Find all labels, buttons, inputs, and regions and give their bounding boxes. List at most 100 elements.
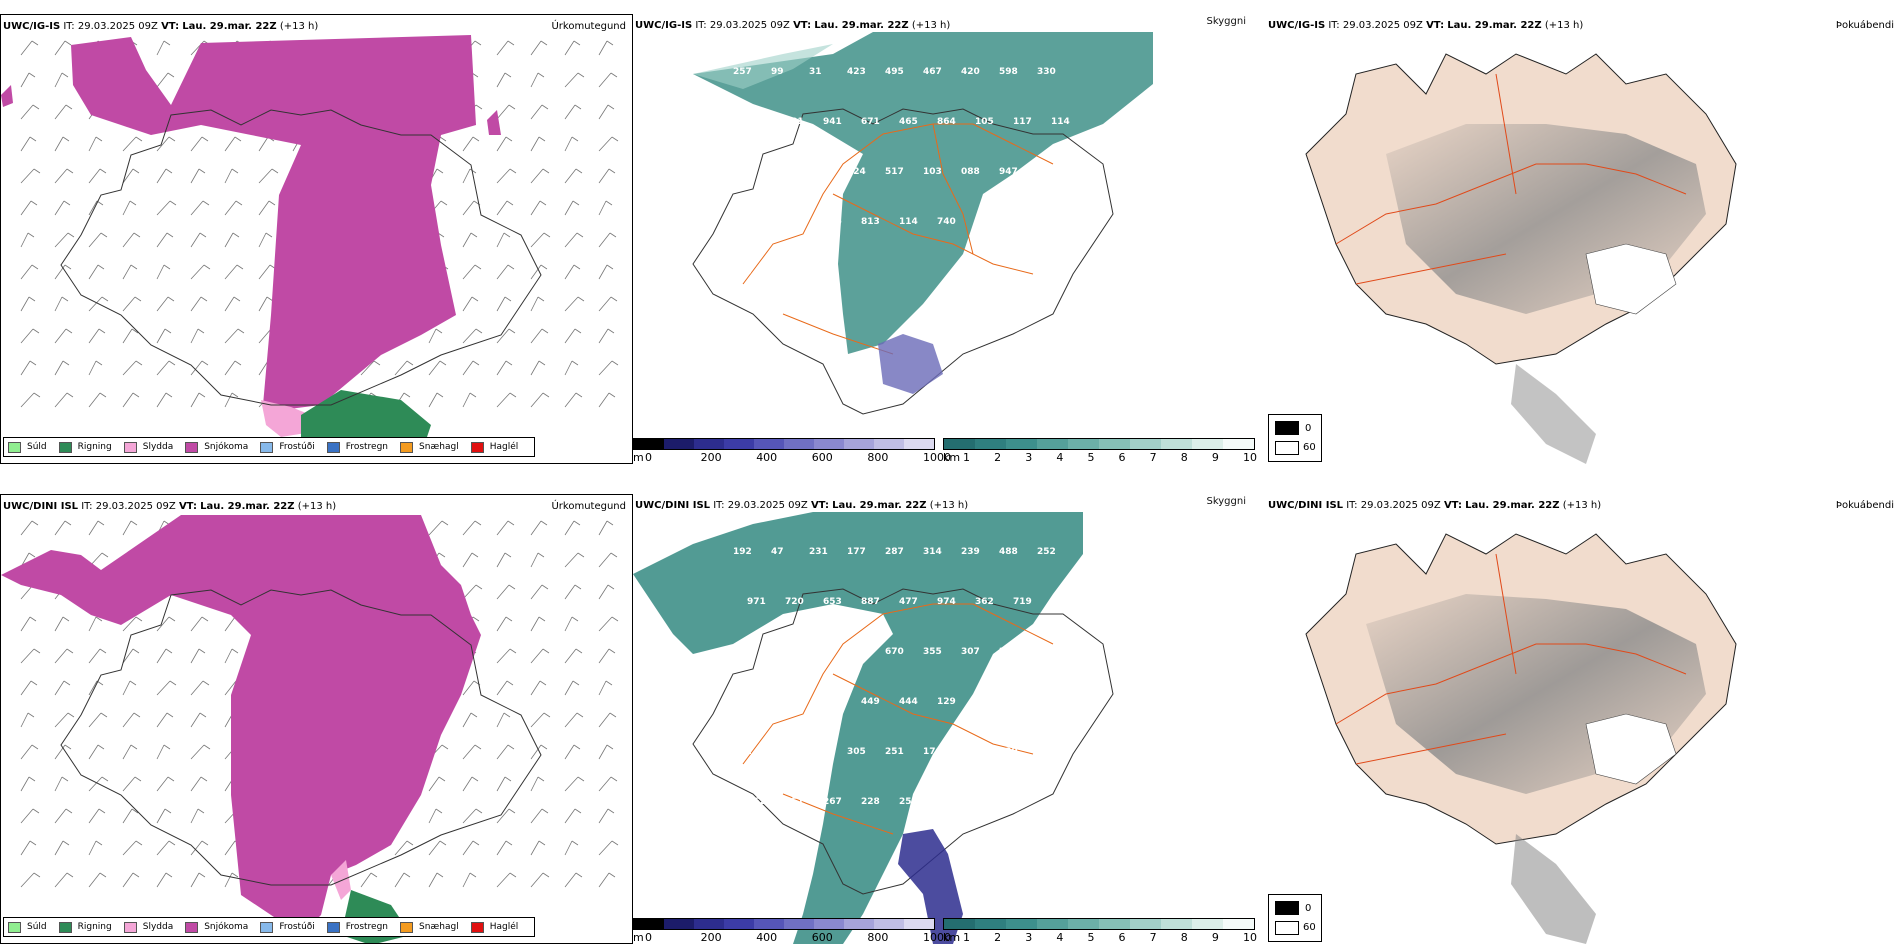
tick-label: 400: [756, 931, 778, 944]
ceiling-value: 392: [733, 747, 752, 757]
fog-map-row1: [1305, 53, 1737, 464]
wind-barb: [54, 776, 69, 792]
ceiling-value: 467: [923, 67, 942, 77]
wind-barb: [598, 808, 615, 824]
legend-item: Snjókoma: [185, 441, 248, 453]
light-value: 60: [1303, 922, 1316, 933]
wind-barb: [54, 104, 73, 120]
wind-barb: [564, 40, 581, 56]
wind-barb: [20, 744, 39, 760]
wind-barb: [496, 200, 514, 216]
wind-barb: [530, 808, 549, 824]
legend-swatch: [58, 441, 72, 453]
wind-barb: [156, 776, 175, 792]
fog-plume: [1511, 364, 1596, 464]
panel-title: Skyggni: [1206, 496, 1246, 507]
ceiling-value: 477: [899, 597, 918, 607]
wind-barb: [88, 808, 106, 824]
ceiling-value: 100: [785, 697, 804, 707]
wind-barb: [20, 296, 36, 312]
wind-barb: [428, 872, 444, 888]
wind-barb: [462, 744, 482, 760]
legend-item: Frostregn: [326, 921, 388, 933]
wind-barb: [394, 840, 414, 856]
legend-item: Slydda: [123, 921, 174, 933]
snow-patch: [487, 110, 501, 135]
wind-barb: [598, 712, 617, 728]
ceiling-value: 670: [885, 647, 904, 657]
panel-header: UWC/DINI ISL IT: 29.03.2025 09Z VT: Lau.…: [635, 500, 969, 511]
cloud-legend: 0 60: [1268, 894, 1322, 942]
legend-item: Slydda: [123, 441, 174, 453]
legend-label: Slydda: [142, 442, 174, 452]
wind-barb: [224, 328, 245, 344]
wind-barb: [496, 136, 513, 152]
wind-barb: [190, 648, 206, 664]
ceiling-unit: m: [633, 451, 644, 464]
wind-barb: [598, 520, 614, 536]
legend-item: Rigning: [58, 921, 112, 933]
wind-barb: [564, 72, 585, 88]
wind-barb: [122, 840, 143, 856]
wind-barb: [122, 680, 137, 696]
wind-barb: [20, 872, 41, 888]
wind-barb: [156, 232, 174, 248]
wind-barb: [190, 264, 211, 280]
wind-barb: [156, 264, 171, 280]
ceiling-value: 420: [961, 67, 980, 77]
wind-barb: [20, 104, 40, 120]
wind-barb: [598, 680, 613, 696]
low-ceiling: [878, 334, 943, 394]
wind-barb: [54, 168, 74, 184]
wind-barb: [88, 616, 103, 632]
ceiling-value: 720: [785, 597, 804, 607]
wind-barb: [224, 168, 239, 184]
legend-label: Frostregn: [345, 442, 389, 452]
wind-barb: [496, 104, 516, 120]
wind-barb: [394, 872, 411, 888]
wind-barb: [156, 296, 175, 312]
wind-barb: [428, 776, 446, 792]
wind-barb: [598, 264, 614, 280]
wind-barb: [530, 776, 545, 792]
wind-barb: [598, 232, 617, 248]
legend-label: Slydda: [142, 922, 174, 932]
ceiling-value: 177: [975, 697, 994, 707]
ceiling-value: 423: [847, 67, 866, 77]
iceland-outline: [60, 109, 542, 406]
wind-barb: [190, 680, 210, 696]
wind-barb: [122, 808, 139, 824]
wind-barb: [496, 264, 515, 280]
wind-barb: [530, 648, 550, 664]
wind-barb: [530, 104, 549, 120]
fog-plume: [1511, 834, 1596, 944]
ceiling-value: 650: [1051, 597, 1070, 607]
wind-barb: [156, 616, 176, 632]
wind-barb: [156, 40, 171, 56]
wind-barb: [462, 136, 480, 152]
legend-label: Súld: [27, 922, 47, 932]
ceiling-value: 966: [823, 217, 842, 227]
wind-barb: [258, 264, 277, 280]
tick-label: 6: [1118, 451, 1126, 464]
wind-barb: [20, 392, 41, 408]
legend-label: Frostúði: [279, 442, 315, 452]
wind-barb: [122, 872, 140, 888]
wind-barb: [530, 168, 550, 184]
legend-swatch: [185, 921, 199, 933]
precip-map-row2: [1, 515, 619, 943]
wind-barb: [156, 328, 172, 344]
wind-barb: [462, 680, 481, 696]
roads: [742, 123, 1054, 355]
wind-barb: [598, 72, 618, 88]
ceiling-value: 488: [999, 547, 1018, 557]
ceiling-value: 234: [771, 167, 790, 177]
ceiling-value: 177: [847, 547, 866, 557]
wind-barb: [224, 264, 244, 280]
wind-barb: [190, 808, 205, 824]
ceiling-value: 974: [937, 597, 956, 607]
panel-title: Úrkomutegund: [551, 21, 626, 32]
legend-item: Frostúði: [260, 921, 315, 933]
ceiling-value: 60: [937, 797, 950, 807]
ceiling-value: 146: [1037, 167, 1056, 177]
